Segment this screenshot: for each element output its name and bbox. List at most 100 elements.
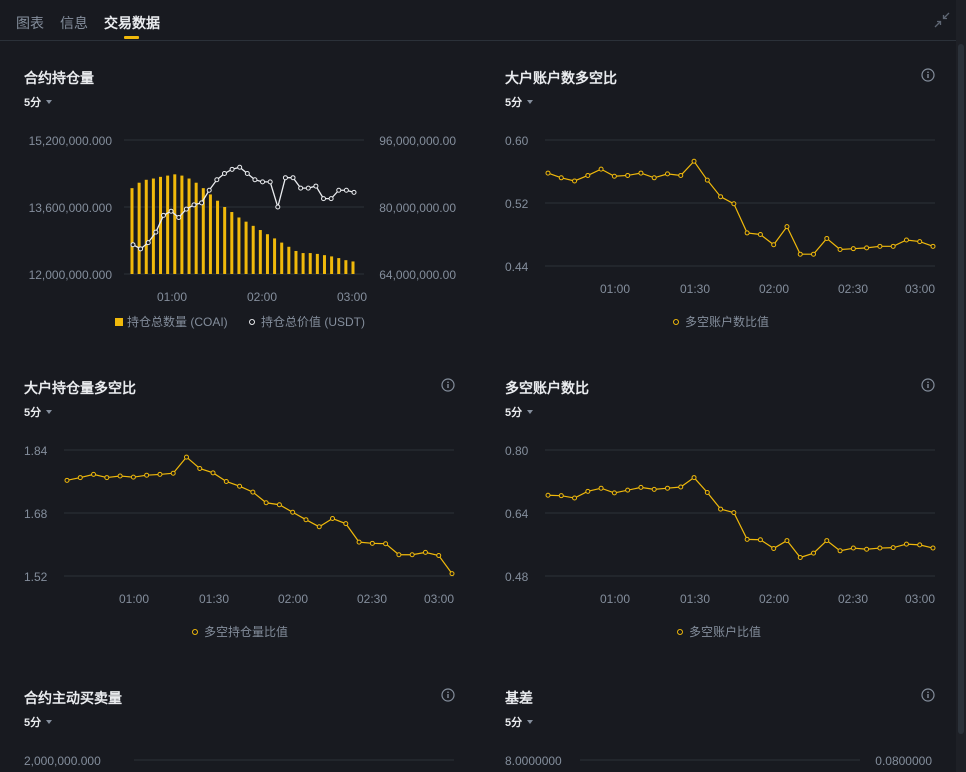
- open-interest-chart[interactable]: 15,200,000.000 96,000,000.00 13,600,000.00…: [24, 68, 464, 308]
- data-point: [170, 470, 176, 476]
- tab-trading-data[interactable]: 交易数据: [104, 15, 160, 31]
- info-circle-icon[interactable]: [441, 688, 455, 702]
- chart-legend: 多空账户比值: [675, 623, 762, 640]
- interval-label: 5分: [24, 407, 42, 419]
- data-point: [558, 175, 564, 181]
- bar: [287, 246, 291, 274]
- x-tick-label: 01:30: [199, 592, 229, 606]
- data-point: [850, 545, 856, 551]
- data-point: [545, 170, 551, 176]
- y-tick-label: 1.68: [24, 507, 48, 521]
- data-point: [598, 485, 604, 491]
- data-point: [757, 232, 763, 237]
- taker-buy-sell-volume-panel: 合约主动买卖量 5分 2,000,000.000: [24, 688, 464, 772]
- x-tick-label: 03:00: [424, 592, 454, 606]
- tab-chart[interactable]: 图表: [16, 15, 44, 31]
- y-tick-label: 1.84: [24, 444, 48, 458]
- y-tick-label: 2,000,000.000: [24, 754, 101, 768]
- bar: [265, 234, 269, 274]
- interval-dropdown[interactable]: 5分: [24, 404, 53, 420]
- x-tick-label: 01:30: [680, 282, 710, 296]
- bar: [166, 175, 170, 274]
- tab-info[interactable]: 信息: [60, 15, 88, 31]
- data-point: [157, 471, 163, 477]
- interval-dropdown[interactable]: 5分: [505, 714, 534, 730]
- info-circle-icon[interactable]: [921, 688, 935, 702]
- bar: [230, 212, 234, 274]
- data-point: [223, 479, 229, 484]
- data-point: [244, 171, 250, 176]
- chart-legend: 多空持仓量比值: [190, 623, 289, 640]
- data-point: [917, 239, 923, 245]
- interval-label: 5分: [505, 97, 523, 109]
- data-point: [290, 175, 296, 181]
- data-point: [625, 172, 631, 178]
- data-point: [199, 200, 205, 206]
- panel-title: 合约主动买卖量: [24, 690, 122, 706]
- data-point: [343, 521, 349, 527]
- data-point: [811, 550, 817, 556]
- data-point: [731, 201, 737, 207]
- caret-down-icon: [46, 100, 53, 104]
- data-point: [330, 516, 336, 522]
- series-line: [547, 476, 934, 559]
- chart-legend: 持仓总数量 (COAI) 持仓总价值 (USDT): [115, 313, 365, 330]
- data-point: [864, 245, 870, 251]
- scrollbar-thumb[interactable]: [958, 44, 964, 734]
- data-point: [168, 208, 174, 214]
- data-point: [321, 196, 327, 202]
- data-point: [343, 187, 349, 193]
- info-circle-icon[interactable]: [921, 68, 935, 82]
- bar: [173, 174, 177, 274]
- data-point: [263, 500, 269, 506]
- data-point: [824, 235, 830, 241]
- data-point: [252, 177, 258, 183]
- data-point: [638, 170, 644, 176]
- top-trader-account-ratio-panel: 大户账户数多空比 5分 0.60 0.52 0.44 01:00 01:30 02:00 0…: [505, 68, 945, 368]
- data-point: [850, 246, 856, 252]
- data-point: [797, 251, 803, 257]
- top-trader-account-ratio-chart[interactable]: 0.60 0.52 0.44 01:00 01:30 02:00 02:30 03:00: [505, 68, 945, 308]
- interval-dropdown[interactable]: 5分: [24, 94, 53, 110]
- data-point: [718, 194, 724, 200]
- data-point: [250, 489, 256, 495]
- taker-buy-sell-volume-chart[interactable]: 2,000,000.000: [24, 688, 464, 772]
- interval-dropdown[interactable]: 5分: [24, 714, 53, 730]
- y-tick-label: 0.48: [505, 570, 529, 584]
- data-point: [117, 473, 123, 479]
- basis-chart[interactable]: 8.0000000 0.0800000: [505, 688, 945, 772]
- x-tick-label: 02:00: [278, 592, 308, 606]
- interval-dropdown[interactable]: 5分: [505, 404, 534, 420]
- interval-dropdown[interactable]: 5分: [505, 94, 534, 110]
- bar: [144, 179, 148, 274]
- bar: [251, 225, 255, 274]
- info-circle-icon[interactable]: [441, 378, 455, 392]
- legend-label: 多空持仓量比值: [204, 625, 289, 639]
- legend-line-swatch: [675, 627, 685, 636]
- series-line: [547, 160, 934, 255]
- bar: [322, 255, 326, 274]
- bar: [159, 176, 163, 274]
- long-short-account-ratio-chart[interactable]: 0.80 0.64 0.48 01:00 01:30 02:00 02:30 03:00: [505, 378, 945, 618]
- y-tick-label: 0.52: [505, 197, 529, 211]
- collapse-arrows-icon[interactable]: [934, 12, 950, 28]
- data-point: [138, 246, 144, 252]
- legend-line-swatch: [671, 317, 681, 326]
- y-tick-label: 0.60: [505, 134, 529, 148]
- info-circle-icon[interactable]: [921, 378, 935, 392]
- bar: [194, 182, 198, 274]
- data-point: [837, 246, 843, 252]
- data-point: [229, 166, 235, 172]
- data-point: [276, 502, 282, 508]
- bar: [180, 175, 184, 274]
- top-trader-position-ratio-chart[interactable]: 1.84 1.68 1.52 01:00 01:30 02:00 02:30 03:00: [24, 378, 464, 618]
- bar: [301, 253, 305, 274]
- data-point: [744, 230, 750, 236]
- legend-label: 多空账户比值: [689, 625, 762, 639]
- data-point: [130, 474, 136, 480]
- data-point: [214, 177, 220, 183]
- data-point: [678, 172, 684, 178]
- bar: [315, 253, 319, 274]
- panel-title: 合约持仓量: [24, 70, 94, 86]
- bar: [208, 194, 212, 274]
